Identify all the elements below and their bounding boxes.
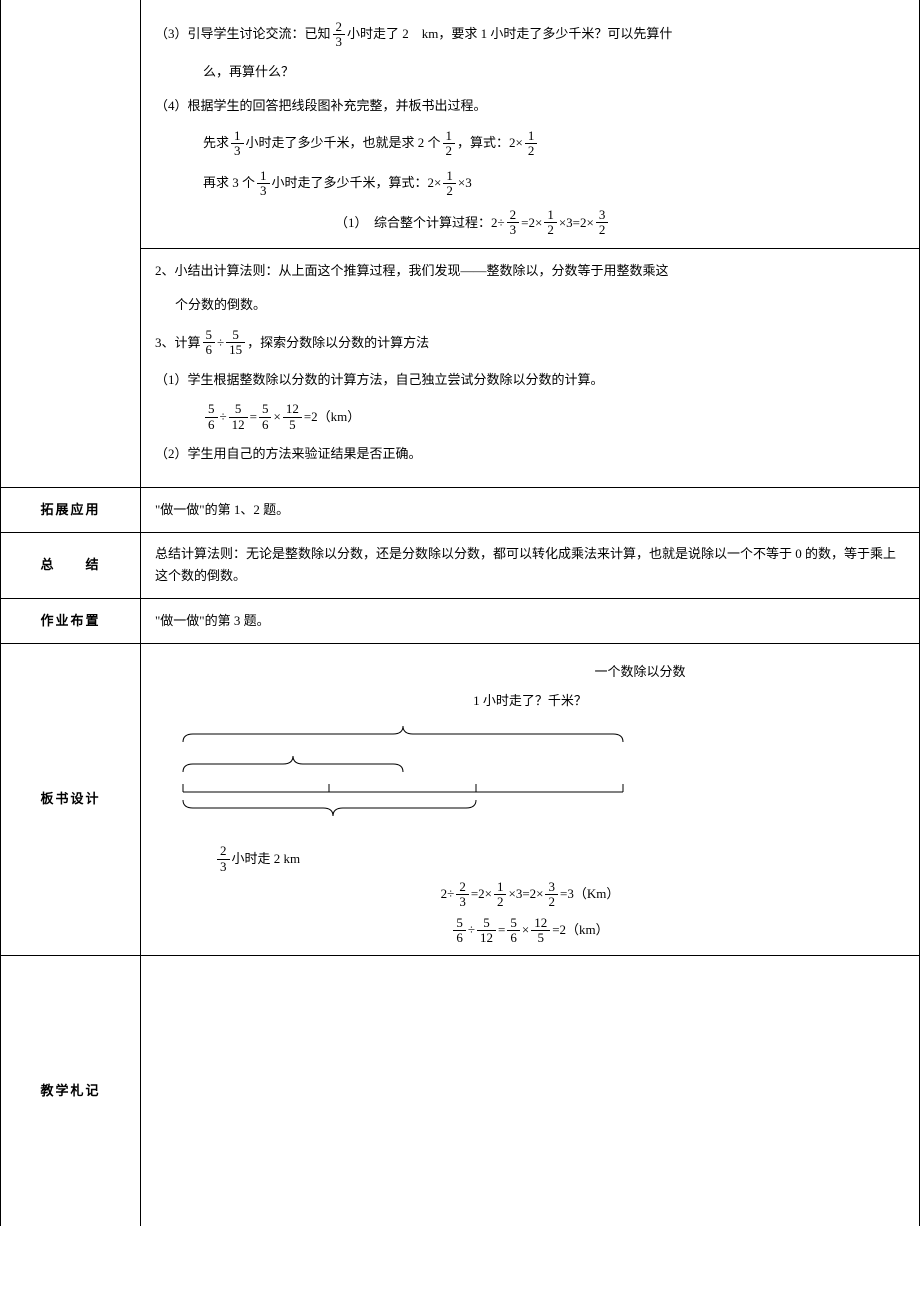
eq-f1: 56 [205,402,218,432]
beq2-f3: 56 [507,916,520,946]
frac-3-2: 32 [596,208,609,238]
frac-5-6: 56 [203,328,216,358]
frac-1-2c: 12 [443,169,456,199]
q3-line1: （3）引导学生讨论交流：已知 2 3 小时走了 2 km，要求 1 小时走了多少… [155,20,905,50]
q4-line1: 先求 13 小时走了多少千米，也就是求 2 个 12 ，算式：2× 12 [155,129,905,159]
board-eq2: 56 ÷ 512 = 56 × 125 =2（km） [155,916,905,946]
beq2-f4: 125 [531,916,550,946]
board-eq1: 2÷ 23 =2× 12 ×3=2× 32 =3（Km） [155,880,905,910]
board-label: 板书设计 [1,644,141,956]
q4-line3: （1） 综合整个计算过程：2÷ 23 =2× 12 ×3=2× 32 [155,208,905,238]
beq1-f2: 12 [494,880,507,910]
extend-content: "做一做"的第 1、2 题。 [141,487,920,533]
frac-2-3b: 23 [507,208,520,238]
hw-content: "做一做"的第 3 题。 [141,598,920,644]
q4-line2: 再求 3 个 13 小时走了多少千米，算式：2× 12 ×3 [155,169,905,199]
main-eq: 56 ÷ 512 = 56 × 125 =2（km） [155,402,905,432]
hw-label: 作业布置 [1,598,141,644]
sub2: （2）学生用自己的方法来验证结果是否正确。 [155,442,905,467]
sub1: （1）学生根据整数除以分数的计算方法，自己独立尝试分数除以分数的计算。 [155,368,905,393]
divider [141,248,919,249]
frac-1-2b: 12 [525,129,538,159]
frac-1-2: 12 [443,129,456,159]
eq-f4: 125 [283,402,302,432]
summary-content: 总结计算法则：无论是整数除以分数，还是分数除以分数，都可以转化成乘法来计算，也就… [141,533,920,598]
frac-2-3: 2 3 [333,20,346,50]
frac-1-3b: 13 [257,169,270,199]
board-title: 一个数除以分数 [155,660,905,685]
q3-line2: 么，再算什么？ [155,60,905,85]
calc3: 3、计算 56 ÷ 515 ，探索分数除以分数的计算方法 [155,328,905,358]
board-subtitle: 1 小时走了？千米？ [155,689,905,714]
board-note: 23 小时走 2 km [215,844,905,874]
frac-5-15: 515 [226,328,245,358]
summary-label: 总 结 [1,533,141,598]
brace-diagram [163,722,643,832]
eq-f2: 512 [229,402,248,432]
frac-2-3-note: 23 [217,844,230,874]
notes-space [155,966,905,1216]
rule2-line1: 2、小结出计算法则：从上面这个推算过程，我们发现——整数除以，分数等于用整数乘这 [155,259,905,284]
rule2-line2: 个分数的倒数。 [155,293,905,318]
notes-label: 教学札记 [1,956,141,1227]
q3-prefix: （3）引导学生讨论交流：已知 [155,22,331,47]
eq-f3: 56 [259,402,272,432]
beq2-f1: 56 [453,916,466,946]
frac-1-2d: 12 [544,208,557,238]
q4-title: （4）根据学生的回答把线段图补充完整，并板书出过程。 [155,94,905,119]
frac-1-3: 13 [231,129,244,159]
extend-label: 拓展应用 [1,487,141,533]
beq1-f3: 32 [545,880,558,910]
beq2-f2: 512 [477,916,496,946]
q3-suffix: 小时走了 2 km，要求 1 小时走了多少千米？可以先算什 [347,22,672,47]
beq1-f1: 23 [456,880,469,910]
